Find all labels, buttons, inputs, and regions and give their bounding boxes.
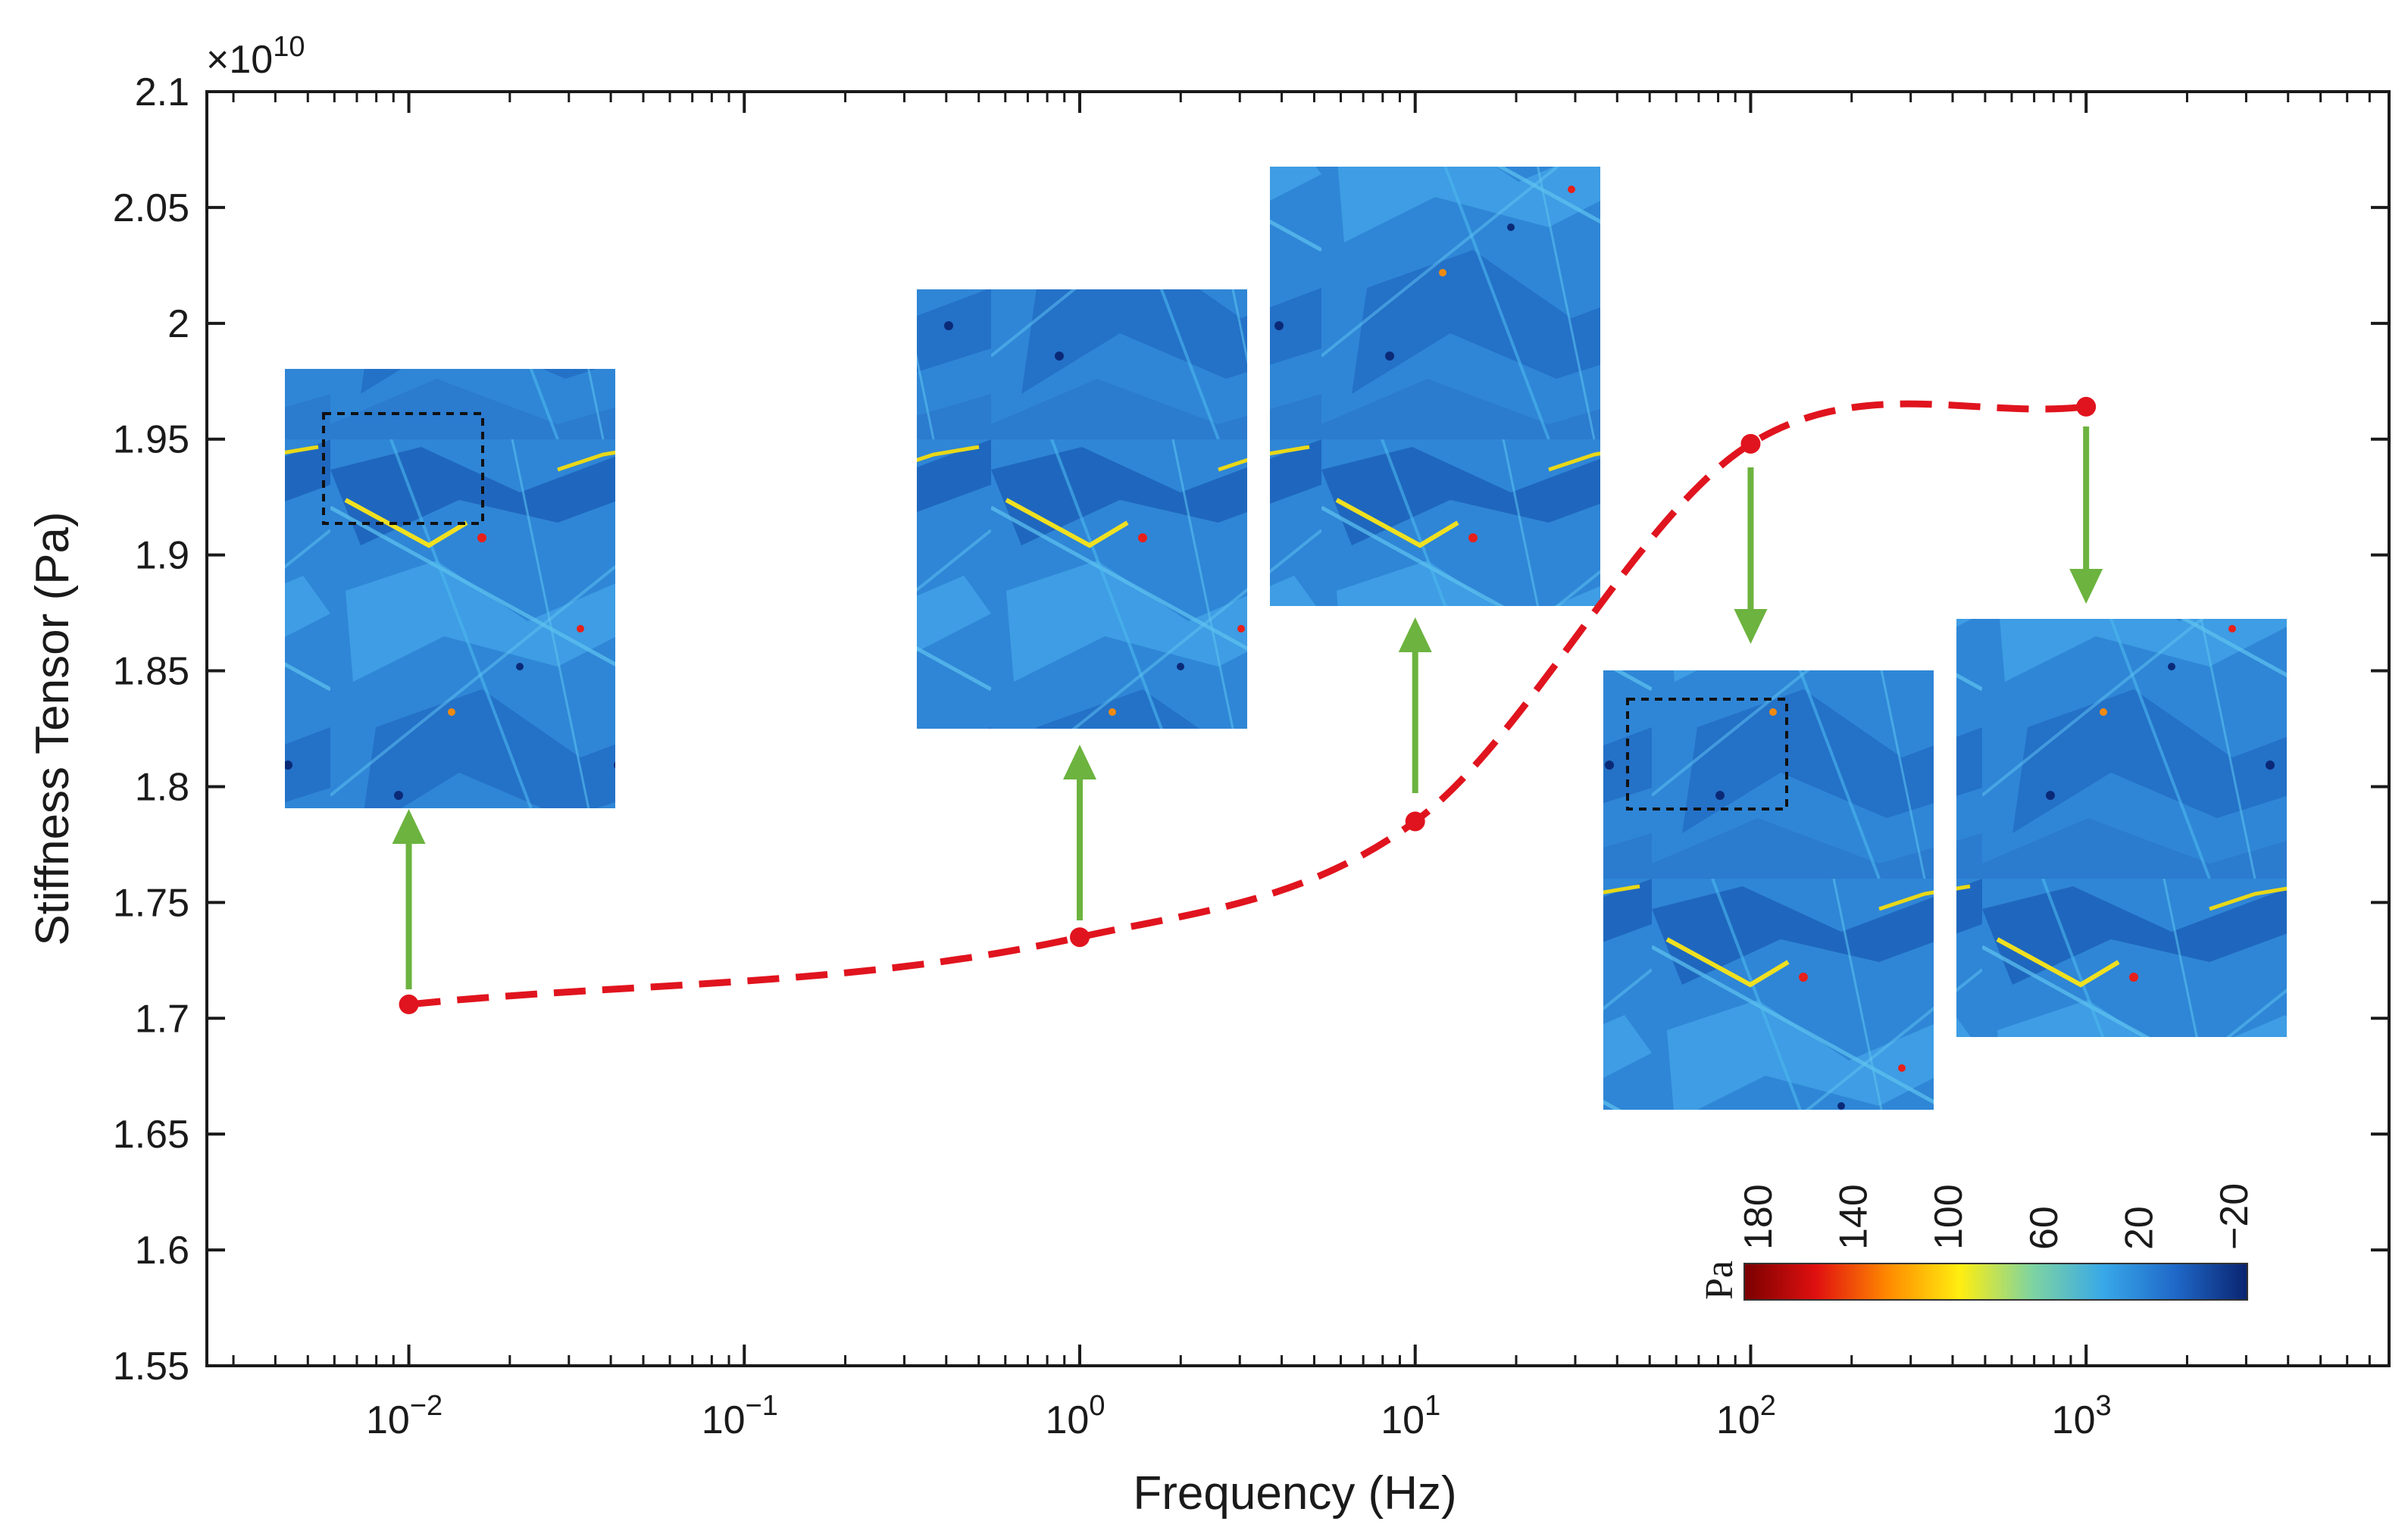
x-tick-label: 100 <box>1046 1390 1105 1442</box>
stress-map-1000hz <box>1956 619 2287 1037</box>
y-tick-label: 1.85 <box>113 650 189 694</box>
highlight-box <box>322 412 484 525</box>
y-tick-label: 2.1 <box>135 70 189 114</box>
inset-image <box>917 289 1247 729</box>
annotation-arrow-head <box>1063 745 1096 779</box>
inset-image <box>1603 670 1934 1110</box>
annotation-arrow-head <box>2069 569 2103 604</box>
x-tick-label: 102 <box>1716 1390 1776 1442</box>
x-axis-label: Frequency (Hz) <box>1133 1467 1456 1520</box>
data-point <box>399 994 419 1014</box>
series-points <box>399 396 2097 1014</box>
x-tick-label: 10−1 <box>702 1390 778 1442</box>
colorbar-label: 180 <box>1737 1184 1781 1250</box>
annotation-arrow-head <box>1398 617 1432 652</box>
colorbar-label: 100 <box>1927 1184 1971 1250</box>
colorbar-label: −20 <box>2213 1183 2256 1250</box>
inset-image <box>1956 619 2287 1037</box>
y-tick-label: 2.05 <box>113 186 189 230</box>
data-point <box>1070 927 1090 948</box>
x-tick-label: 101 <box>1381 1390 1440 1442</box>
y-multiplier: ×1010 <box>206 31 305 82</box>
annotation-arrow-head <box>392 809 426 844</box>
y-tick-label: 1.6 <box>135 1229 189 1273</box>
stress-map-10hz <box>1270 167 1600 606</box>
data-point <box>1740 433 1761 454</box>
colorbar-bar <box>1743 1263 2248 1301</box>
y-tick-label: 1.8 <box>135 765 189 809</box>
annotation-arrow-head <box>1734 609 1768 644</box>
colorbar: Pa 180 140 100 60 20 −20 <box>1698 1183 2256 1301</box>
data-point <box>1405 811 1425 832</box>
x-tick-label: 103 <box>2052 1390 2112 1442</box>
colorbar-label: 60 <box>2022 1206 2066 1250</box>
y-tick-label: 1.7 <box>135 997 189 1041</box>
data-point <box>2076 396 2097 417</box>
x-tick-label: 10−2 <box>366 1390 443 1442</box>
y-axis: 1.55 1.6 1.65 1.7 1.75 1.8 1.85 1.9 1.95 2 2.05 2.1 <box>113 70 2389 1388</box>
inset-stress-maps <box>285 167 2287 1110</box>
colorbar-label: 20 <box>2117 1206 2161 1250</box>
colorbar-label: 140 <box>1832 1184 1876 1250</box>
x-axis: 10−2 10−1 100 101 102 103 <box>366 92 2112 1442</box>
y-tick-label: 1.9 <box>135 534 189 578</box>
y-tick-label: 2 <box>167 302 189 346</box>
y-tick-label: 1.65 <box>113 1113 189 1157</box>
stress-map-1hz <box>917 289 1247 729</box>
y-tick-label: 1.75 <box>113 881 189 925</box>
minor-ticks <box>232 92 2391 1366</box>
stress-map-0.01hz <box>285 369 615 808</box>
highlight-box <box>1626 698 1788 811</box>
inset-image <box>1270 167 1600 606</box>
colorbar-unit: Pa <box>1698 1260 1741 1300</box>
annotation-arrows <box>392 426 2103 989</box>
y-axis-label: Stiffness Tensor (Pa) <box>27 511 79 945</box>
y-tick-label: 1.95 <box>113 418 189 462</box>
inset-image <box>285 369 615 808</box>
y-tick-label: 1.55 <box>113 1345 189 1388</box>
stress-map-100hz <box>1603 670 1934 1110</box>
